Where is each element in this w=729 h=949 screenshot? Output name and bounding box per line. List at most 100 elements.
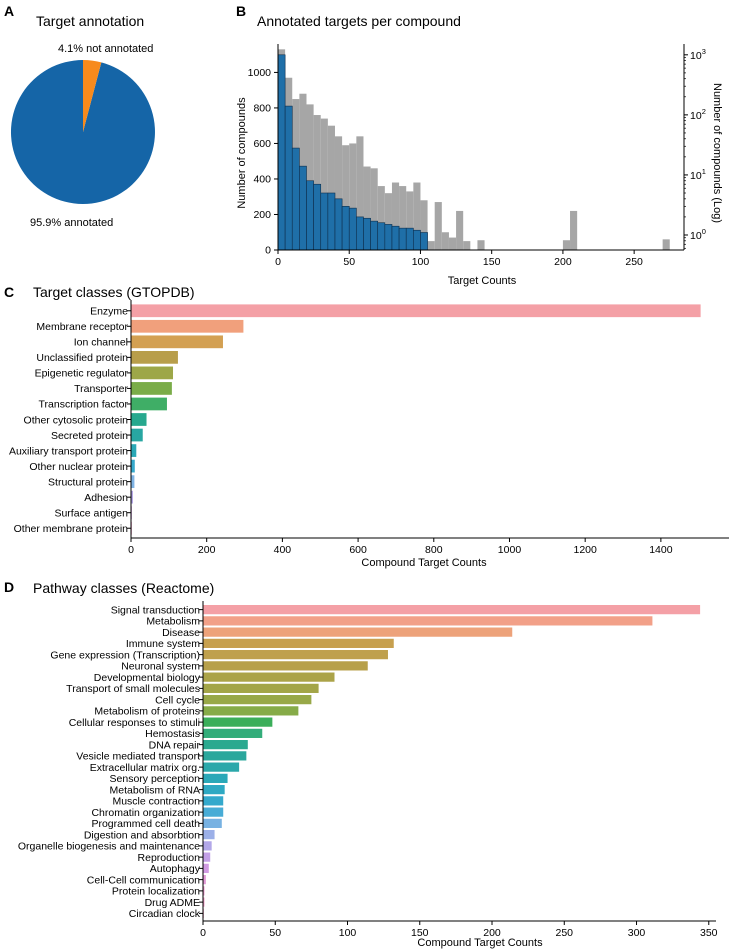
histogram-y-tick-label: 1000	[248, 67, 272, 79]
category-label: Epigenetic regulator	[35, 368, 129, 380]
bar-epigenetic-regulator	[131, 366, 174, 380]
bar-drug-adme	[203, 897, 205, 907]
bar-digestion-and-absorbtion	[203, 830, 215, 840]
category-label: Unclassified protein	[36, 352, 128, 364]
bar-dna-repair	[203, 740, 248, 750]
histogram-log-bar	[341, 206, 350, 251]
histogram-right-tick-label: 100	[690, 227, 706, 242]
category-label: Vesicle mediated transport	[76, 751, 200, 763]
bar-programmed-cell-death	[203, 818, 222, 828]
x-tick-label: 1200	[573, 544, 597, 556]
histogram-x-tick-label: 150	[483, 256, 501, 268]
category-label: Enzyme	[90, 306, 128, 318]
bar-metabolism-of-proteins	[203, 706, 299, 716]
histogram-log-bar	[277, 54, 286, 251]
histogram-bar	[434, 202, 442, 250]
histogram-log-bar	[334, 198, 343, 251]
x-tick-label: 50	[269, 927, 281, 939]
pie-chart-panel: Target annotation 4.1% not annotated 95.…	[10, 13, 155, 229]
bar-cell-cycle	[203, 695, 312, 705]
category-label: Metabolism	[146, 616, 200, 628]
histogram-bar	[406, 191, 414, 250]
bar-other-cytosolic-protein	[131, 413, 147, 426]
histogram-log-bar	[413, 229, 421, 251]
histogram-ylabel-right: Number of compounds (Log)	[711, 83, 723, 223]
x-tick-label: 600	[349, 544, 367, 556]
pathway-classes-title: Pathway classes (Reactome)	[33, 580, 214, 596]
histogram-log-bar	[370, 220, 379, 251]
bar-organelle-biogenesis-and-maintenance	[203, 841, 212, 851]
category-label: Other cytosolic protein	[24, 414, 129, 426]
bar-enzyme	[131, 304, 701, 318]
category-label: Transport of small molecules	[66, 683, 200, 695]
category-label: Sensory perception	[110, 773, 201, 785]
pie-slice-annotated	[10, 60, 155, 204]
histogram-bar	[384, 193, 392, 250]
category-label: Circadian clock	[129, 908, 201, 920]
bar-unclassified-protein	[131, 350, 178, 364]
bar-transcription-factor	[131, 397, 167, 411]
histogram-bar	[391, 182, 400, 250]
category-label: Neuronal system	[121, 661, 200, 673]
histogram-right-tick-label: 103	[690, 47, 706, 62]
bar-adhesion	[131, 490, 133, 504]
category-label: Transporter	[74, 383, 128, 395]
category-label: Secreted protein	[51, 430, 128, 442]
x-tick-label: 150	[411, 927, 429, 939]
histogram-bar	[427, 241, 435, 250]
bar-signal-transduction	[203, 605, 701, 615]
target-classes-panel: Target classes (GTOPDB) Enzyme Membrane r…	[9, 284, 729, 569]
histogram-log-bar	[405, 227, 414, 251]
category-label: Adhesion	[84, 492, 128, 504]
x-tick-label: 0	[200, 927, 206, 939]
histogram-bar	[349, 143, 357, 250]
category-label: Drug ADME	[145, 897, 200, 909]
bar-gene-expression-transcription-	[203, 650, 388, 660]
category-label: Metabolism of proteins	[94, 706, 200, 718]
panel-letter-c: C	[4, 284, 14, 300]
pathway-classes-xlabel: Compound Target Counts	[417, 937, 543, 949]
category-label: Reproduction	[138, 852, 201, 864]
bar-membrane-receptor	[131, 319, 244, 333]
histogram-log-bar	[348, 207, 357, 251]
x-tick-label: 0	[128, 544, 134, 556]
histogram-log-bar	[284, 105, 293, 251]
histogram-bar	[327, 125, 335, 250]
histogram-bar	[306, 104, 314, 251]
histogram-bar	[399, 186, 407, 250]
histogram-log-bar	[313, 183, 322, 251]
histogram-bar	[562, 240, 571, 250]
bar-reproduction	[203, 852, 211, 862]
bar-ion-channel	[131, 335, 223, 349]
category-label: Gene expression (Transcription)	[50, 649, 200, 661]
bar-autophagy	[203, 863, 209, 873]
histogram-bar	[356, 136, 364, 250]
histogram-x-tick-label: 100	[412, 256, 430, 268]
histogram-xlabel: Target Counts	[448, 275, 517, 287]
category-label: Membrane receptor	[36, 321, 128, 333]
histogram-panel: Annotated targets per compound 0 50 100 150…	[236, 13, 723, 287]
histogram-bar	[363, 166, 371, 250]
category-label: Cell-Cell communication	[87, 874, 200, 886]
bar-structural-protein	[131, 475, 135, 489]
histogram-log-bar	[398, 227, 407, 251]
bar-transporter	[131, 382, 172, 395]
pie-slice-not-annotated	[83, 60, 102, 132]
histogram-bar	[477, 240, 485, 250]
category-label: Auxiliary transport protein	[9, 445, 128, 457]
category-label: Extracellular matrix org.	[90, 762, 200, 774]
x-tick-label: 350	[700, 927, 718, 939]
histogram-log-bar	[384, 224, 393, 251]
x-tick-label: 1000	[498, 544, 522, 556]
target-classes-xlabel: Compound Target Counts	[361, 557, 487, 569]
category-label: Developmental biology	[94, 672, 201, 684]
bar-protein-localization	[203, 886, 205, 896]
category-label: Programmed cell death	[91, 818, 200, 830]
x-tick-label: 200	[198, 544, 216, 556]
histogram-bar	[662, 239, 670, 250]
pathway-classes-panel: Pathway classes (Reactome) Signal transd…	[18, 580, 718, 949]
histogram-title: Annotated targets per compound	[257, 13, 461, 29]
histogram-bar	[448, 237, 457, 250]
histogram-log-bar	[327, 192, 336, 251]
